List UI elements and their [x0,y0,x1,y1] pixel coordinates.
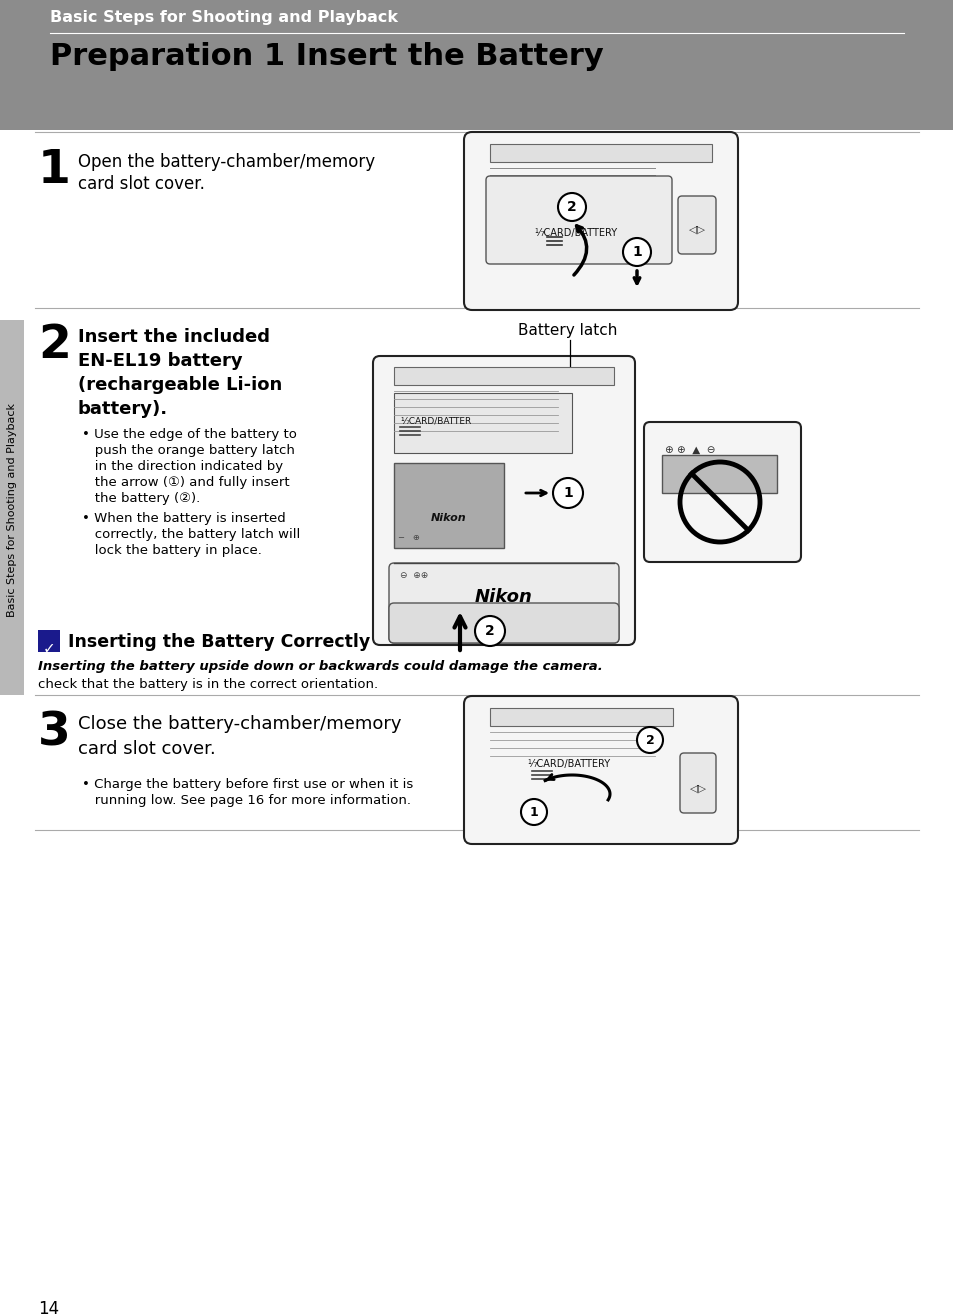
Text: Inserting the battery upside down or backwards could damage the camera.: Inserting the battery upside down or bac… [38,660,602,673]
Text: ◁▷: ◁▷ [688,225,705,235]
Text: ⊖  ⊕⊕: ⊖ ⊕⊕ [399,572,428,579]
Bar [38,629,60,652]
Text: check that the battery is in the correct orientation.: check that the battery is in the correct… [38,678,377,691]
Bar [394,367,614,385]
Bar [661,455,776,493]
Text: • When the battery is inserted: • When the battery is inserted [82,512,286,526]
Bar [394,463,503,548]
Circle shape [520,799,546,825]
FancyBboxPatch shape [463,131,738,310]
Text: Inserting the Battery Correctly: Inserting the Battery Correctly [68,633,370,650]
Text: Basic Steps for Shooting and Playback: Basic Steps for Shooting and Playback [50,11,397,25]
Text: in the direction indicated by: in the direction indicated by [82,460,283,473]
Text: 2: 2 [485,624,495,639]
Text: 14: 14 [38,1300,59,1314]
FancyBboxPatch shape [373,356,635,645]
Text: • Charge the battery before first use or when it is: • Charge the battery before first use or… [82,778,413,791]
Bar [0,321,24,695]
Text: ⅐CARD/BATTERY: ⅐CARD/BATTERY [534,229,617,238]
Text: card slot cover.: card slot cover. [78,740,215,758]
FancyBboxPatch shape [389,603,618,643]
FancyBboxPatch shape [389,562,618,643]
Circle shape [637,727,662,753]
Text: −   ⊕: − ⊕ [397,533,419,541]
FancyBboxPatch shape [678,196,716,254]
Text: 1: 1 [562,486,572,501]
Text: Preparation 1 Insert the Battery: Preparation 1 Insert the Battery [50,42,603,71]
Text: EN-EL19 battery: EN-EL19 battery [78,352,242,371]
FancyBboxPatch shape [485,176,671,264]
Circle shape [558,193,585,221]
Text: 2: 2 [566,200,577,214]
Text: Nikon: Nikon [431,512,466,523]
Text: 2: 2 [38,323,71,368]
Text: • Use the edge of the battery to: • Use the edge of the battery to [82,428,296,442]
Text: push the orange battery latch: push the orange battery latch [82,444,294,457]
Text: 1: 1 [632,244,641,259]
Text: (rechargeable Li-ion: (rechargeable Li-ion [78,376,282,394]
Bar [490,708,672,727]
FancyBboxPatch shape [643,422,801,562]
Circle shape [553,478,582,509]
Bar [394,393,572,453]
Bar [490,145,711,162]
Text: running low. See page 16 for more information.: running low. See page 16 for more inform… [82,794,411,807]
Text: the arrow (①) and fully insert: the arrow (①) and fully insert [82,476,290,489]
Text: lock the battery in place.: lock the battery in place. [82,544,262,557]
Text: ⅐CARD/BATTERY: ⅐CARD/BATTERY [526,759,610,769]
Circle shape [475,616,504,646]
Text: the battery (②).: the battery (②). [82,491,200,505]
Text: ✓: ✓ [43,641,55,656]
Text: ◁▷: ◁▷ [689,784,706,794]
FancyBboxPatch shape [679,753,716,813]
Text: correctly, the battery latch will: correctly, the battery latch will [82,528,300,541]
Text: Open the battery-chamber/memory: Open the battery-chamber/memory [78,152,375,171]
Bar [0,0,953,130]
Text: battery).: battery). [78,399,168,418]
Text: Nikon: Nikon [475,587,533,606]
FancyBboxPatch shape [463,696,738,844]
Text: ⅐CARD/BATTER: ⅐CARD/BATTER [399,417,471,424]
Text: ⊕ ⊕  ▲  ⊖: ⊕ ⊕ ▲ ⊖ [664,445,715,456]
Text: Basic Steps for Shooting and Playback: Basic Steps for Shooting and Playback [7,403,17,618]
Text: Insert the included: Insert the included [78,328,270,346]
Text: Battery latch: Battery latch [517,323,617,338]
Text: Close the battery-chamber/memory: Close the battery-chamber/memory [78,715,401,733]
Text: card slot cover.: card slot cover. [78,175,205,193]
Text: 3: 3 [38,710,71,756]
Text: 2: 2 [645,733,654,746]
Text: 1: 1 [38,148,71,193]
Text: 1: 1 [529,805,537,819]
Circle shape [622,238,650,265]
